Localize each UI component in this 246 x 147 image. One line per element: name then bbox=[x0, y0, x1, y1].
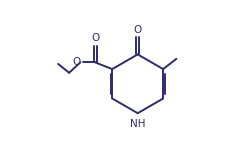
Text: O: O bbox=[73, 57, 81, 67]
Text: O: O bbox=[134, 25, 142, 35]
Text: O: O bbox=[91, 33, 99, 43]
Text: NH: NH bbox=[130, 119, 145, 129]
